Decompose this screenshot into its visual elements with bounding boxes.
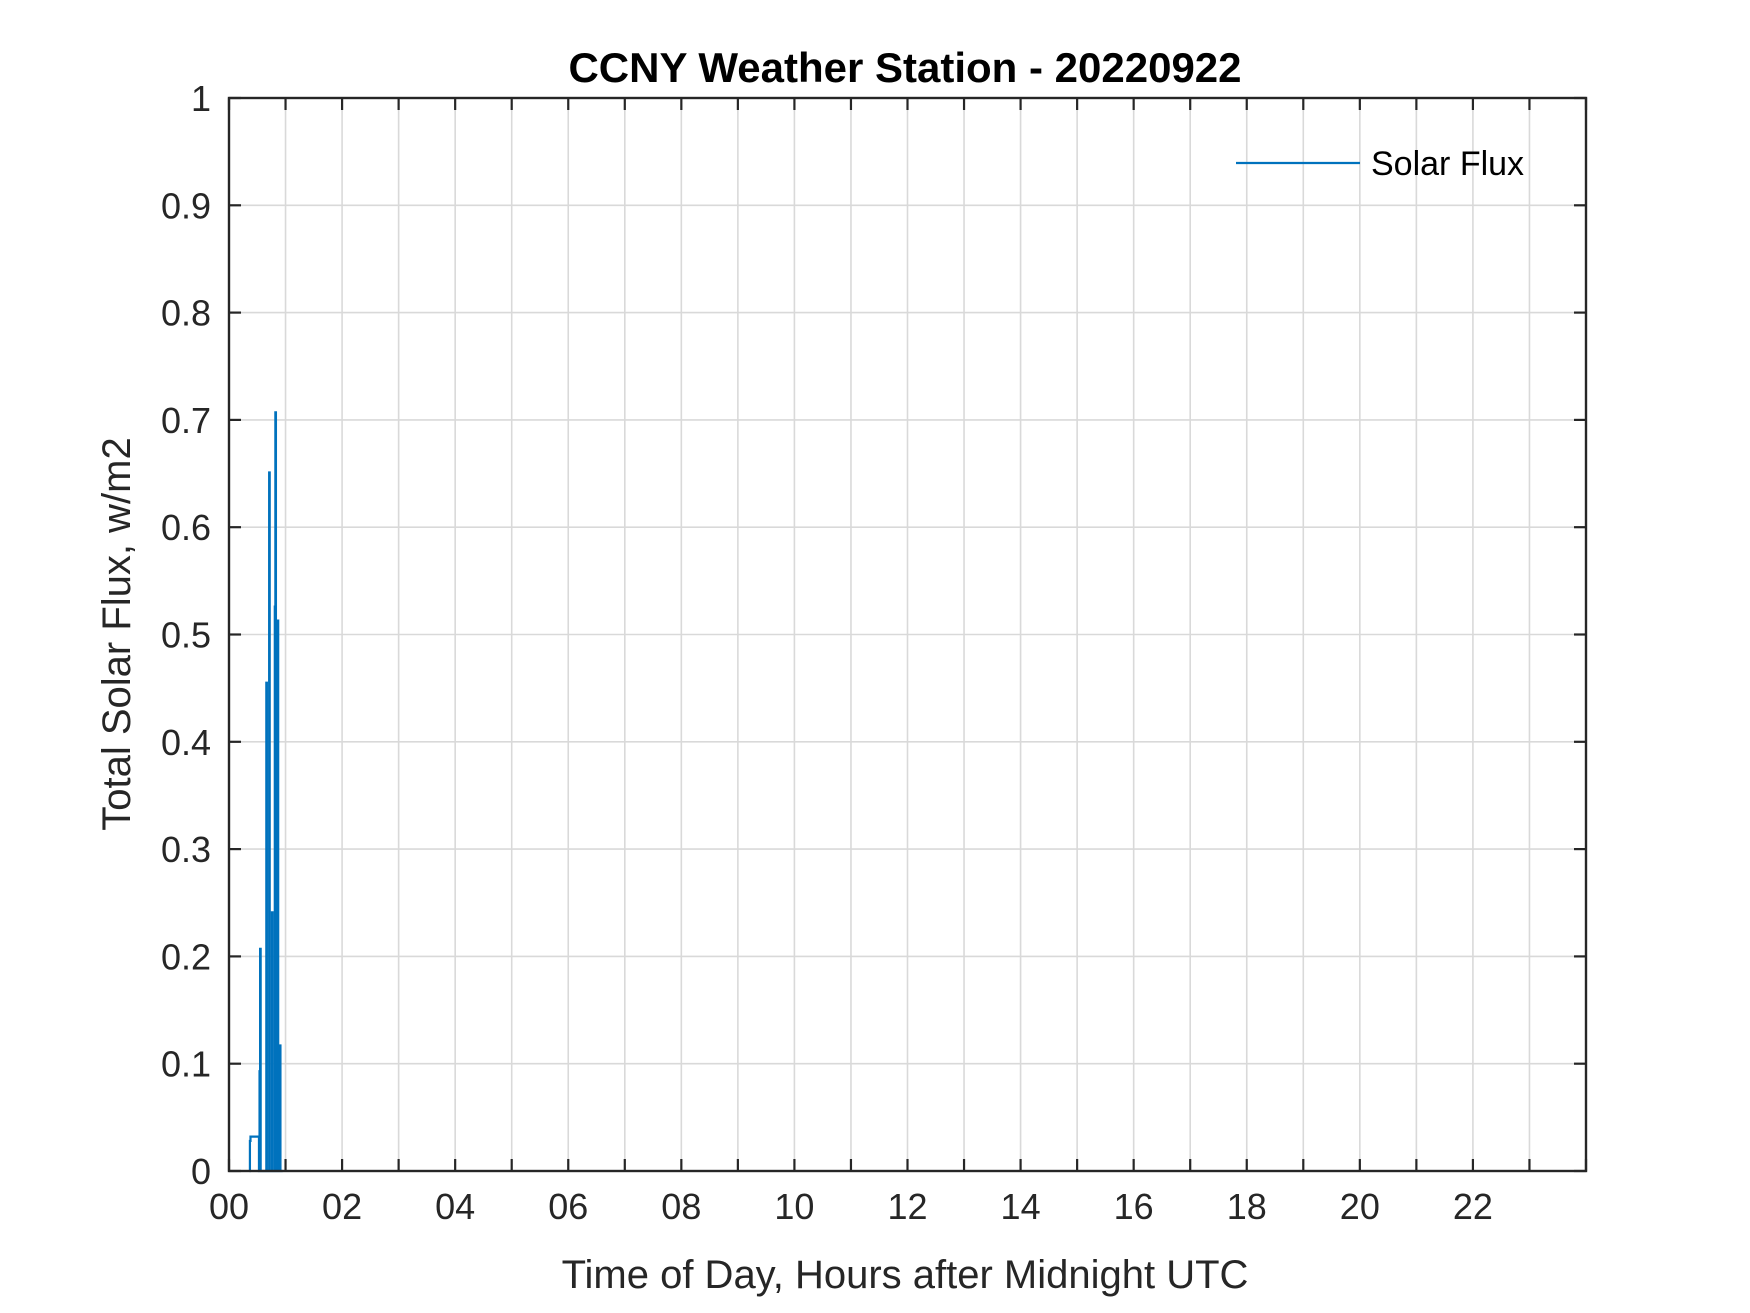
series-line-solar-flux bbox=[248, 411, 283, 1173]
x-axis-label: Time of Day, Hours after Midnight UTC bbox=[562, 1253, 1249, 1297]
y-tick-label: 0.8 bbox=[161, 293, 211, 334]
x-tick-label: 12 bbox=[887, 1186, 927, 1227]
y-tick-label: 0.1 bbox=[161, 1044, 211, 1085]
tick-layer bbox=[227, 96, 1588, 1173]
y-tick-label: 1 bbox=[191, 78, 211, 119]
x-tick-label: 06 bbox=[548, 1186, 588, 1227]
y-tick-labels: 0 0.1 0.2 0.3 0.4 0.5 0.6 0.7 0.8 0.9 1 bbox=[161, 78, 211, 1192]
x-tick-label: 20 bbox=[1340, 1186, 1380, 1227]
legend-label-solar-flux: Solar Flux bbox=[1371, 145, 1524, 183]
x-tick-label: 02 bbox=[322, 1186, 362, 1227]
y-axis-label: Total Solar Flux, w/m2 bbox=[95, 437, 139, 830]
y-tick-label: 0.6 bbox=[161, 507, 211, 548]
y-tick-label: 0.5 bbox=[161, 615, 211, 656]
series-layer bbox=[248, 411, 283, 1173]
x-tick-label: 16 bbox=[1114, 1186, 1154, 1227]
y-tick-label: 0 bbox=[191, 1151, 211, 1192]
y-tick-label: 0.4 bbox=[161, 722, 211, 763]
y-tick-label: 0.2 bbox=[161, 936, 211, 977]
chart-title: CCNY Weather Station - 20220922 bbox=[568, 44, 1241, 91]
x-tick-labels: 00 02 04 06 08 10 12 14 16 18 20 22 bbox=[209, 1186, 1493, 1227]
y-tick-label: 0.7 bbox=[161, 400, 211, 441]
legend: Solar Flux bbox=[1236, 145, 1524, 183]
y-tick-label: 0.3 bbox=[161, 829, 211, 870]
x-tick-label: 10 bbox=[774, 1186, 814, 1227]
x-tick-label: 14 bbox=[1001, 1186, 1041, 1227]
x-tick-label: 18 bbox=[1227, 1186, 1267, 1227]
x-tick-label: 22 bbox=[1453, 1186, 1493, 1227]
x-tick-label: 04 bbox=[435, 1186, 475, 1227]
x-tick-label: 08 bbox=[661, 1186, 701, 1227]
y-tick-label: 0.9 bbox=[161, 185, 211, 226]
x-tick-label: 00 bbox=[209, 1186, 249, 1227]
grid-layer bbox=[228, 97, 1587, 1172]
